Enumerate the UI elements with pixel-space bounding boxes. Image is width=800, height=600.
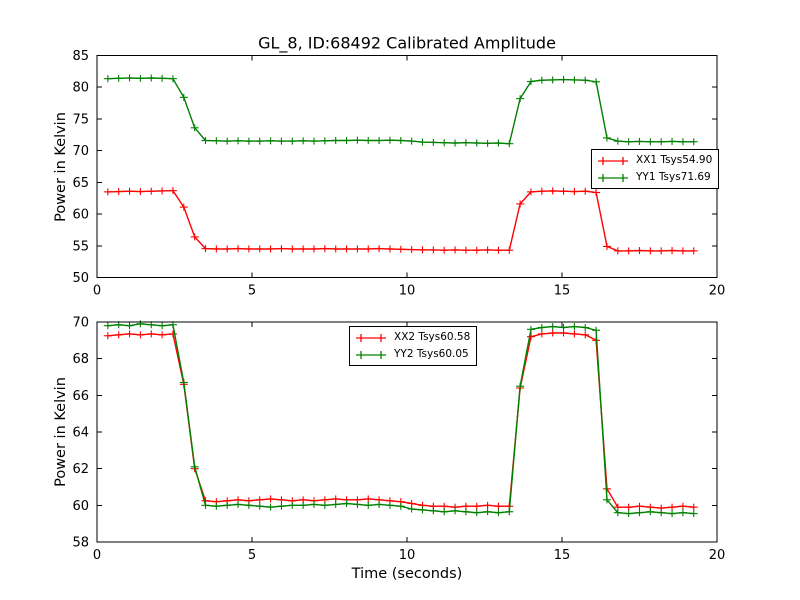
legend-top: XX1 Tsys54.90 YY1 Tsys71.69 bbox=[591, 149, 720, 189]
svg-text:0: 0 bbox=[93, 548, 101, 563]
svg-text:15: 15 bbox=[554, 284, 571, 299]
svg-text:85: 85 bbox=[72, 49, 89, 64]
errorbar-line-sample-icon bbox=[356, 350, 386, 359]
series-YY1 bbox=[103, 74, 698, 148]
legend-item-yy1: YY1 Tsys71.69 bbox=[596, 170, 712, 185]
errorbar-markers bbox=[103, 187, 698, 255]
legend-label-xx2: XX2 Tsys60.58 bbox=[394, 331, 471, 343]
series-XX1 bbox=[103, 187, 698, 255]
svg-text:80: 80 bbox=[72, 81, 89, 96]
svg-text:58: 58 bbox=[72, 536, 89, 551]
svg-text:55: 55 bbox=[72, 239, 89, 254]
svg-text:0: 0 bbox=[93, 284, 101, 299]
errorbar-line-sample-icon bbox=[356, 333, 386, 342]
legend-label-xx1: XX1 Tsys54.90 bbox=[636, 154, 713, 166]
errorbar-line-sample-icon bbox=[598, 156, 628, 165]
legend-item-xx2: XX2 Tsys60.58 bbox=[354, 330, 470, 345]
tick-labels: 0 5 10 15 20 58 60 62 64 66 68 70 bbox=[72, 316, 725, 564]
svg-text:10: 10 bbox=[399, 284, 416, 299]
errorbar-markers bbox=[103, 74, 698, 148]
legend-item-yy2: YY2 Tsys60.05 bbox=[354, 347, 470, 362]
svg-text:68: 68 bbox=[72, 352, 89, 367]
top-plot-ylabel: Power in Kelvin bbox=[53, 112, 69, 222]
svg-text:60: 60 bbox=[72, 208, 89, 223]
chart-title: GL_8, ID:68492 Calibrated Amplitude bbox=[258, 33, 556, 53]
errorbar-markers bbox=[103, 320, 698, 518]
plot-bottom: 0 5 10 15 20 58 60 62 64 66 68 70 bbox=[72, 316, 725, 564]
svg-text:10: 10 bbox=[399, 548, 416, 563]
svg-text:75: 75 bbox=[72, 112, 89, 127]
svg-text:65: 65 bbox=[72, 176, 89, 191]
bottom-plot-xlabel: Time (seconds) bbox=[351, 566, 463, 582]
svg-text:20: 20 bbox=[709, 284, 726, 299]
svg-text:15: 15 bbox=[554, 548, 571, 563]
svg-text:70: 70 bbox=[72, 144, 89, 159]
legend-label-yy1: YY1 Tsys71.69 bbox=[636, 171, 711, 183]
legend-item-xx1: XX1 Tsys54.90 bbox=[596, 153, 712, 168]
series-YY2 bbox=[103, 320, 698, 518]
svg-text:50: 50 bbox=[72, 271, 89, 286]
plot-top: 0 5 10 15 20 50 55 60 65 70 75 80 85 bbox=[72, 49, 725, 299]
bottom-plot-ylabel: Power in Kelvin bbox=[53, 377, 69, 487]
svg-text:70: 70 bbox=[72, 316, 89, 331]
legend-label-yy2: YY2 Tsys60.05 bbox=[394, 348, 469, 360]
svg-text:60: 60 bbox=[72, 499, 89, 514]
tick-labels: 0 5 10 15 20 50 55 60 65 70 75 80 85 bbox=[72, 49, 725, 299]
svg-text:5: 5 bbox=[248, 284, 256, 299]
legend-bottom: XX2 Tsys60.58 YY2 Tsys60.05 bbox=[349, 326, 478, 366]
svg-text:62: 62 bbox=[72, 462, 89, 477]
svg-text:20: 20 bbox=[709, 548, 726, 563]
svg-text:64: 64 bbox=[72, 426, 89, 441]
axes-frame bbox=[96, 321, 718, 543]
svg-text:66: 66 bbox=[72, 389, 89, 404]
svg-text:5: 5 bbox=[248, 548, 256, 563]
errorbar-line-sample-icon bbox=[598, 173, 628, 182]
